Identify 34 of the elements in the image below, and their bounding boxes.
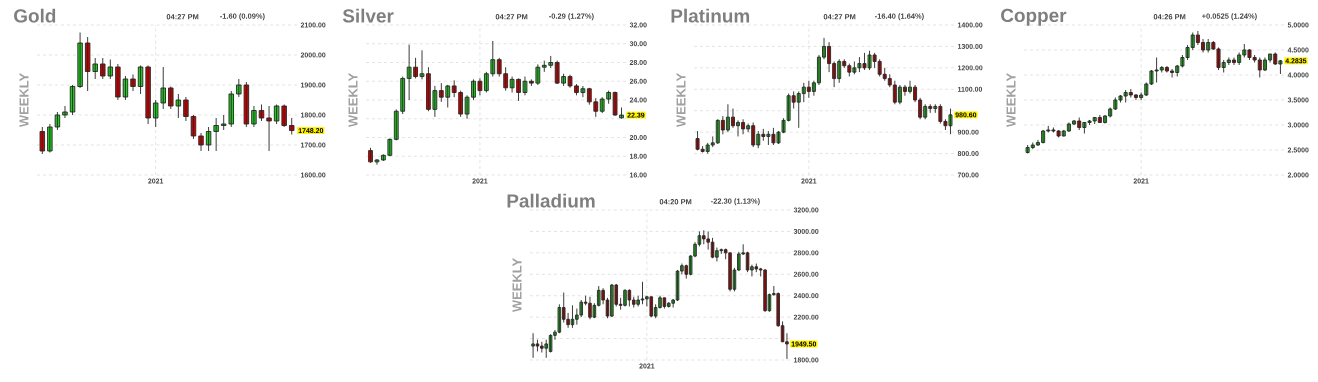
candlestick xyxy=(627,288,632,307)
candlestick xyxy=(649,296,654,318)
y-axis-title: WEEKLY xyxy=(512,258,522,313)
candlestick xyxy=(570,304,575,329)
candlestick xyxy=(183,96,189,122)
chart-title: Platinum xyxy=(671,8,750,23)
candlestick xyxy=(137,65,144,95)
chart-title: Silver xyxy=(342,8,394,23)
y-axis-title: WEEKLY xyxy=(19,73,29,128)
candlestick xyxy=(205,126,212,152)
candlestick xyxy=(115,63,121,101)
candlestick xyxy=(47,123,53,153)
candlestick xyxy=(289,117,295,135)
candlestick xyxy=(54,111,61,131)
candlestick xyxy=(258,104,265,122)
candlestick xyxy=(251,105,257,128)
y-axis-title: WEEKLY xyxy=(1006,73,1016,128)
candlestick xyxy=(623,288,627,307)
candlestick xyxy=(39,126,46,155)
candlestick xyxy=(77,32,83,89)
chart-title: Palladium xyxy=(507,193,595,208)
y-axis-title: WEEKLY xyxy=(348,73,358,128)
chart-title: Copper xyxy=(1001,8,1067,26)
candlestick xyxy=(640,281,645,305)
candlestick xyxy=(122,75,129,101)
candlestick xyxy=(763,268,767,313)
candlestick xyxy=(754,263,759,273)
candlestick xyxy=(145,65,151,125)
candlestick xyxy=(610,283,614,318)
y-axis-title: WEEKLY xyxy=(676,73,686,128)
candlestick xyxy=(130,74,136,92)
chart-title: Gold xyxy=(14,8,56,23)
candlestick xyxy=(662,297,667,310)
candlestick xyxy=(213,117,219,152)
